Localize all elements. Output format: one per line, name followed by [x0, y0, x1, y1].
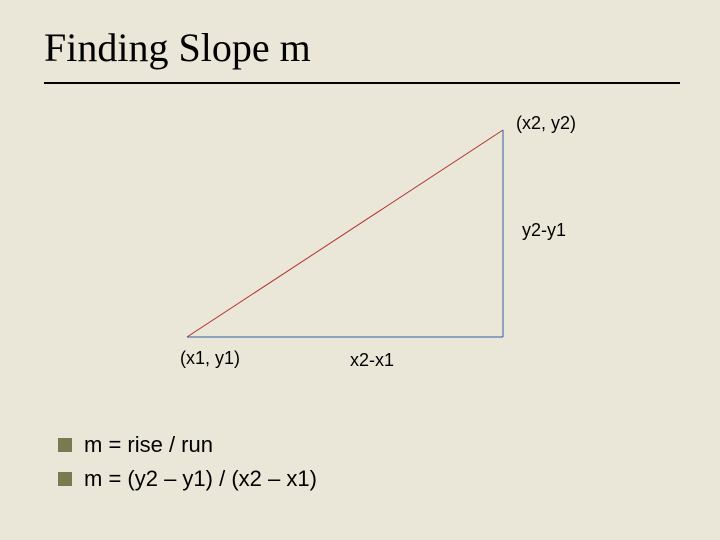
- bullet-list: m = rise / run m = (y2 – y1) / (x2 – x1): [58, 432, 317, 500]
- point1-label: (x1, y1): [180, 348, 240, 369]
- bullet-text: m = rise / run: [84, 432, 213, 458]
- bullet-item: m = (y2 – y1) / (x2 – x1): [58, 466, 317, 492]
- point2-label: (x2, y2): [516, 113, 576, 134]
- slide: Finding Slope m (x2, y2) (x1, y1) y2-y1 …: [0, 0, 720, 540]
- triangle-hypotenuse: [187, 130, 503, 337]
- bullet-square-icon: [58, 438, 72, 452]
- run-label: x2-x1: [350, 350, 394, 371]
- bullet-text: m = (y2 – y1) / (x2 – x1): [84, 466, 317, 492]
- bullet-item: m = rise / run: [58, 432, 317, 458]
- bullet-square-icon: [58, 472, 72, 486]
- rise-label: y2-y1: [522, 220, 566, 241]
